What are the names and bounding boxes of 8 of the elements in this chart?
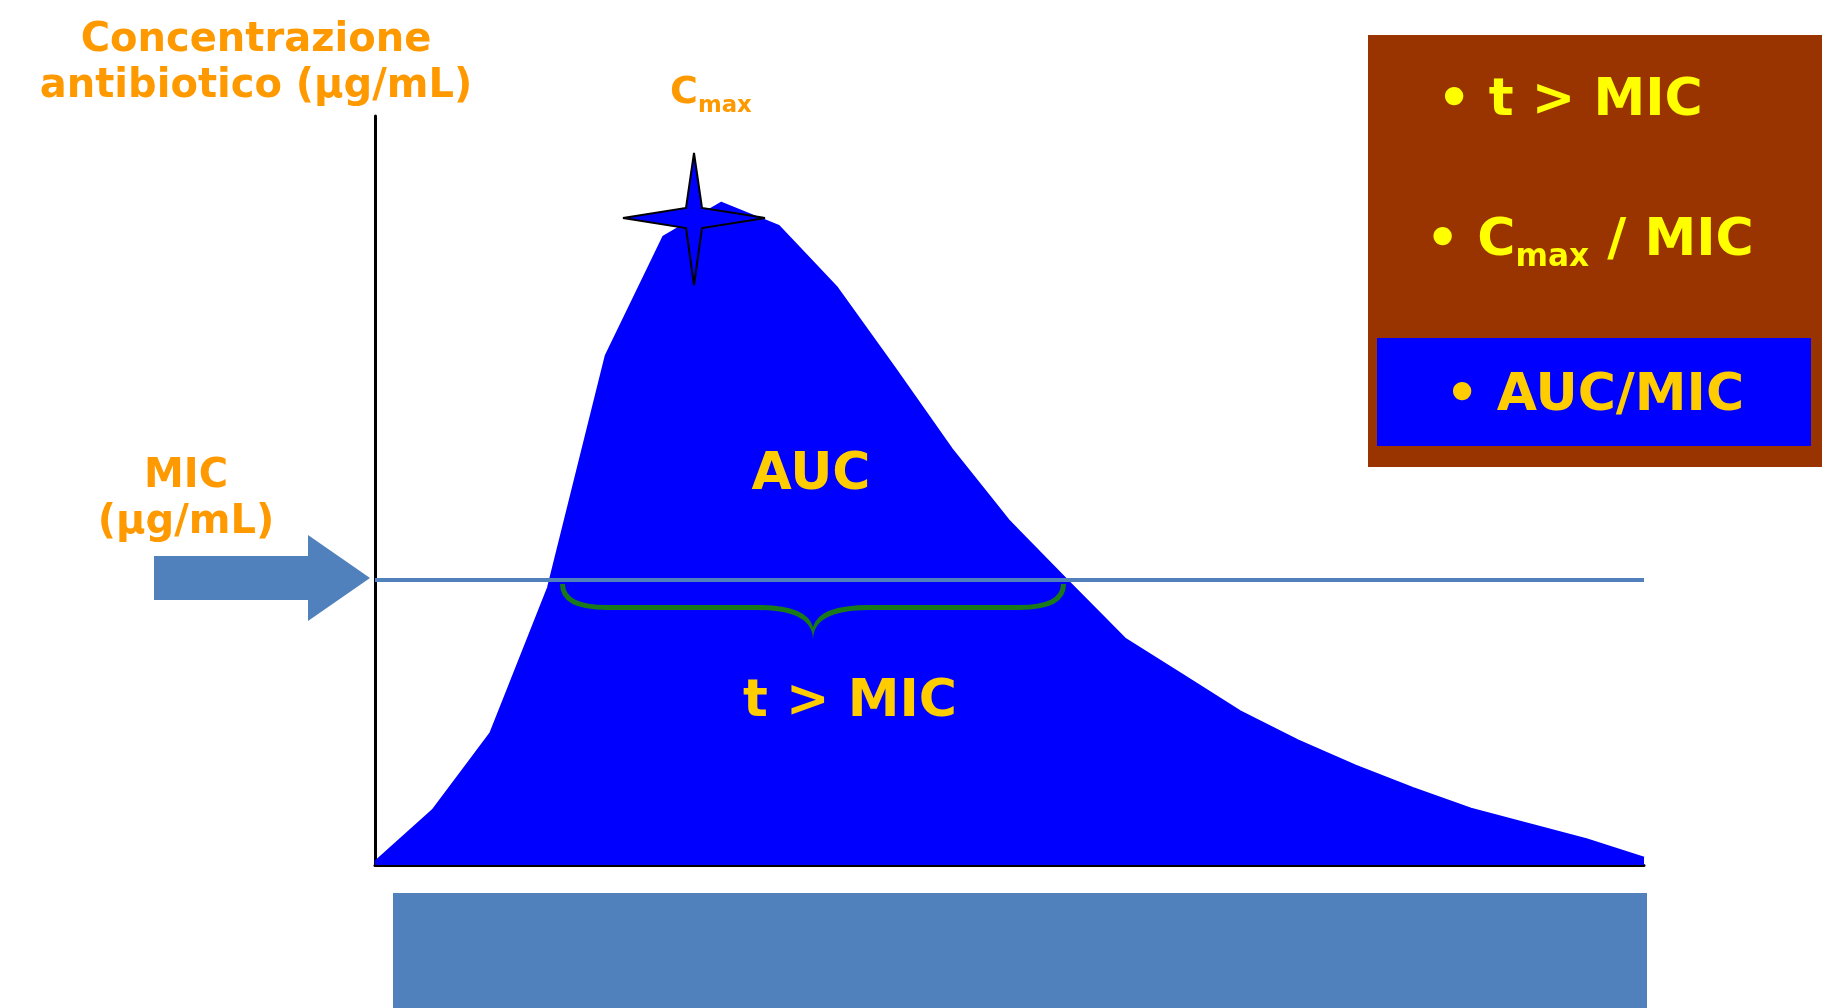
annotation: • C$_{max}$ / MIC <box>1426 207 1754 274</box>
ref-line-label: MIC (μg/mL) <box>96 450 276 543</box>
annotation: • AUC/MIC <box>1445 362 1745 422</box>
annotation: t > MIC <box>743 668 957 728</box>
text: • t > MIC <box>1437 67 1703 127</box>
text: C$_{max}$ <box>670 68 752 117</box>
annotation: AUC <box>751 441 871 501</box>
y-axis-title: Concentrazione antibiotico (μg/mL) <box>38 14 474 106</box>
